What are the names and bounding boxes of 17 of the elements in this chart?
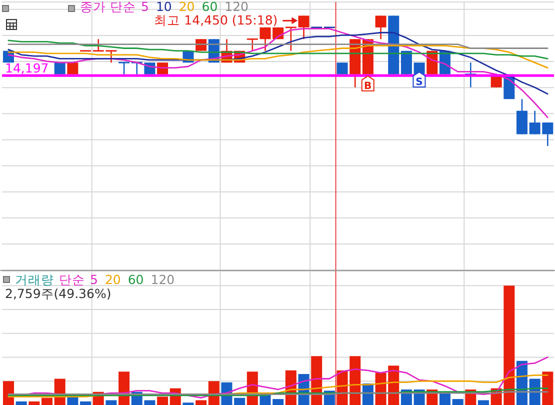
series-label: S xyxy=(416,77,423,88)
annotation: 14,197 xyxy=(5,60,49,76)
legend-title: 단순 xyxy=(59,272,85,287)
text: 5 xyxy=(90,272,98,287)
text: 60 xyxy=(202,0,218,14)
legend-title: 종가 단순 xyxy=(80,0,136,14)
text: 120 xyxy=(224,0,249,14)
annotation: 최고 14,450 (15:18) xyxy=(154,12,278,28)
series-label: B xyxy=(364,80,372,92)
text: 60 xyxy=(128,272,144,287)
annotation: 2,759주(49.36%) xyxy=(5,286,112,301)
text: 20 xyxy=(104,272,121,287)
text: 120 xyxy=(150,272,175,287)
text: 20 xyxy=(178,0,195,14)
text: 10 xyxy=(156,0,172,14)
chart-title: 거래량 xyxy=(15,272,54,287)
text: 5 xyxy=(140,0,149,14)
